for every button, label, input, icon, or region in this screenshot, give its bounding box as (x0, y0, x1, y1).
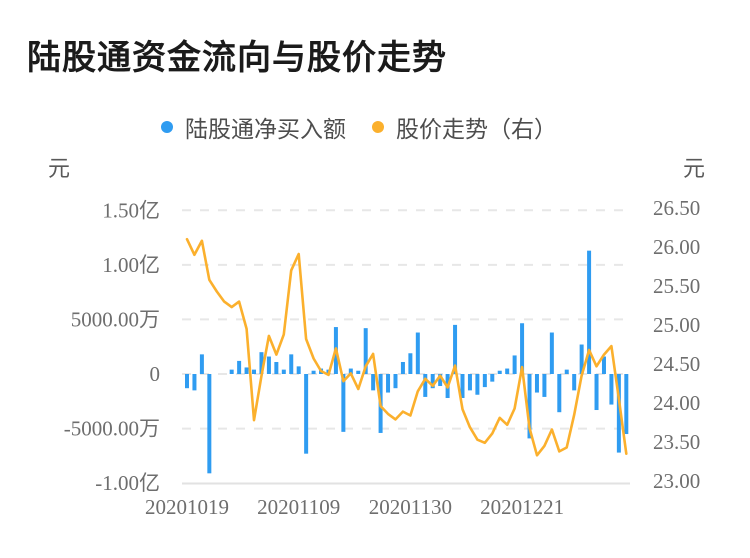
net-buy-bar[interactable] (587, 250, 592, 374)
net-buy-bar[interactable] (527, 374, 532, 439)
right-axis-tick: 26.00 (653, 235, 700, 259)
net-buy-bar[interactable] (244, 367, 249, 374)
net-buy-bar[interactable] (266, 356, 271, 374)
right-axis-tick: 25.50 (653, 274, 700, 298)
net-buy-bar[interactable] (534, 374, 539, 393)
right-axis-tick: 23.00 (653, 469, 700, 493)
net-buy-bar[interactable] (386, 374, 391, 393)
net-buy-bar[interactable] (438, 374, 443, 387)
legend-label-price: 股价走势（右） (396, 116, 557, 142)
legend-item-net-buy[interactable]: 陆股通净买入额 (161, 110, 346, 144)
x-axis-tick: 20201221 (480, 495, 564, 519)
left-axis-tick: 5000.00万 (71, 307, 160, 331)
net-buy-bar[interactable] (594, 374, 599, 411)
net-buy-bar[interactable] (296, 366, 301, 374)
net-buy-bar[interactable] (572, 374, 577, 391)
net-buy-bar[interactable] (505, 368, 510, 374)
net-buy-bar[interactable] (281, 369, 286, 374)
x-axis-tick: 20201109 (257, 495, 340, 519)
net-buy-bar[interactable] (304, 374, 309, 454)
net-buy-bar[interactable] (520, 323, 525, 374)
net-buy-bar[interactable] (252, 369, 257, 374)
net-buy-bar[interactable] (199, 354, 204, 374)
net-buy-bar[interactable] (400, 361, 405, 374)
x-axis-tick: 20201019 (145, 495, 229, 519)
net-buy-bar[interactable] (356, 370, 361, 374)
right-axis-tick: 25.00 (653, 313, 700, 337)
net-buy-bar[interactable] (371, 374, 376, 391)
net-buy-bar[interactable] (579, 344, 584, 374)
legend-dot-price-icon (372, 121, 384, 133)
right-axis-tick: 24.00 (653, 391, 700, 415)
x-axis-tick: 20201130 (369, 495, 452, 519)
legend: 陆股通净买入额 股价走势（右） (161, 110, 557, 144)
net-buy-bar[interactable] (237, 360, 242, 374)
net-buy-bar[interactable] (415, 332, 420, 374)
net-buy-bar[interactable] (289, 354, 294, 374)
net-buy-bar[interactable] (512, 355, 517, 374)
left-axis-tick: 0 (150, 362, 161, 386)
left-axis-tick: 1.50亿 (102, 198, 160, 222)
net-buy-bar[interactable] (549, 332, 554, 374)
net-buy-bar[interactable] (497, 370, 502, 374)
net-buy-bar[interactable] (229, 369, 234, 374)
net-buy-bar[interactable] (207, 374, 212, 474)
legend-item-price[interactable]: 股价走势（右） (372, 110, 557, 144)
net-buy-bar[interactable] (408, 353, 413, 374)
net-buy-bar[interactable] (624, 374, 629, 435)
net-buy-bar[interactable] (274, 361, 279, 374)
page-title: 陆股通资金流向与股价走势 (27, 39, 447, 77)
legend-dot-net-buy-icon (161, 121, 173, 133)
net-buy-bar[interactable] (341, 374, 346, 432)
net-buy-bar[interactable] (542, 374, 547, 397)
left-axis-tick: -1.00亿 (95, 471, 160, 495)
price-line[interactable] (185, 237, 628, 457)
net-buy-bar[interactable] (363, 328, 368, 374)
net-buy-bar[interactable] (259, 352, 264, 374)
net-buy-bar[interactable] (460, 374, 465, 399)
right-axis-tick: 24.50 (653, 352, 700, 376)
left-axis-tick: -5000.00万 (64, 417, 160, 441)
net-buy-bar[interactable] (564, 369, 569, 374)
legend-label-net-buy: 陆股通净买入额 (185, 116, 346, 142)
net-buy-bar[interactable] (490, 374, 495, 382)
left-axis-unit: 元 (48, 156, 70, 181)
right-axis-tick: 23.50 (653, 430, 700, 454)
net-buy-bar[interactable] (185, 374, 189, 389)
net-buy-bar[interactable] (423, 374, 428, 397)
right-axis-tick: 26.50 (653, 196, 700, 220)
net-buy-bar[interactable] (348, 368, 353, 374)
net-buy-bar[interactable] (616, 374, 621, 453)
net-buy-bar[interactable] (192, 374, 197, 391)
net-buy-bar[interactable] (609, 374, 614, 405)
net-buy-bar[interactable] (601, 356, 606, 374)
net-buy-bar[interactable] (430, 374, 435, 389)
net-buy-bar[interactable] (475, 374, 480, 395)
net-buy-bar[interactable] (311, 370, 316, 374)
left-axis-tick: 1.00亿 (102, 253, 160, 277)
net-buy-bar[interactable] (453, 324, 458, 374)
net-buy-bar[interactable] (467, 374, 472, 391)
net-buy-bar[interactable] (557, 374, 562, 413)
net-buy-bar[interactable] (482, 374, 487, 388)
net-buy-bar[interactable] (393, 374, 398, 389)
right-axis-unit: 元 (683, 156, 705, 181)
